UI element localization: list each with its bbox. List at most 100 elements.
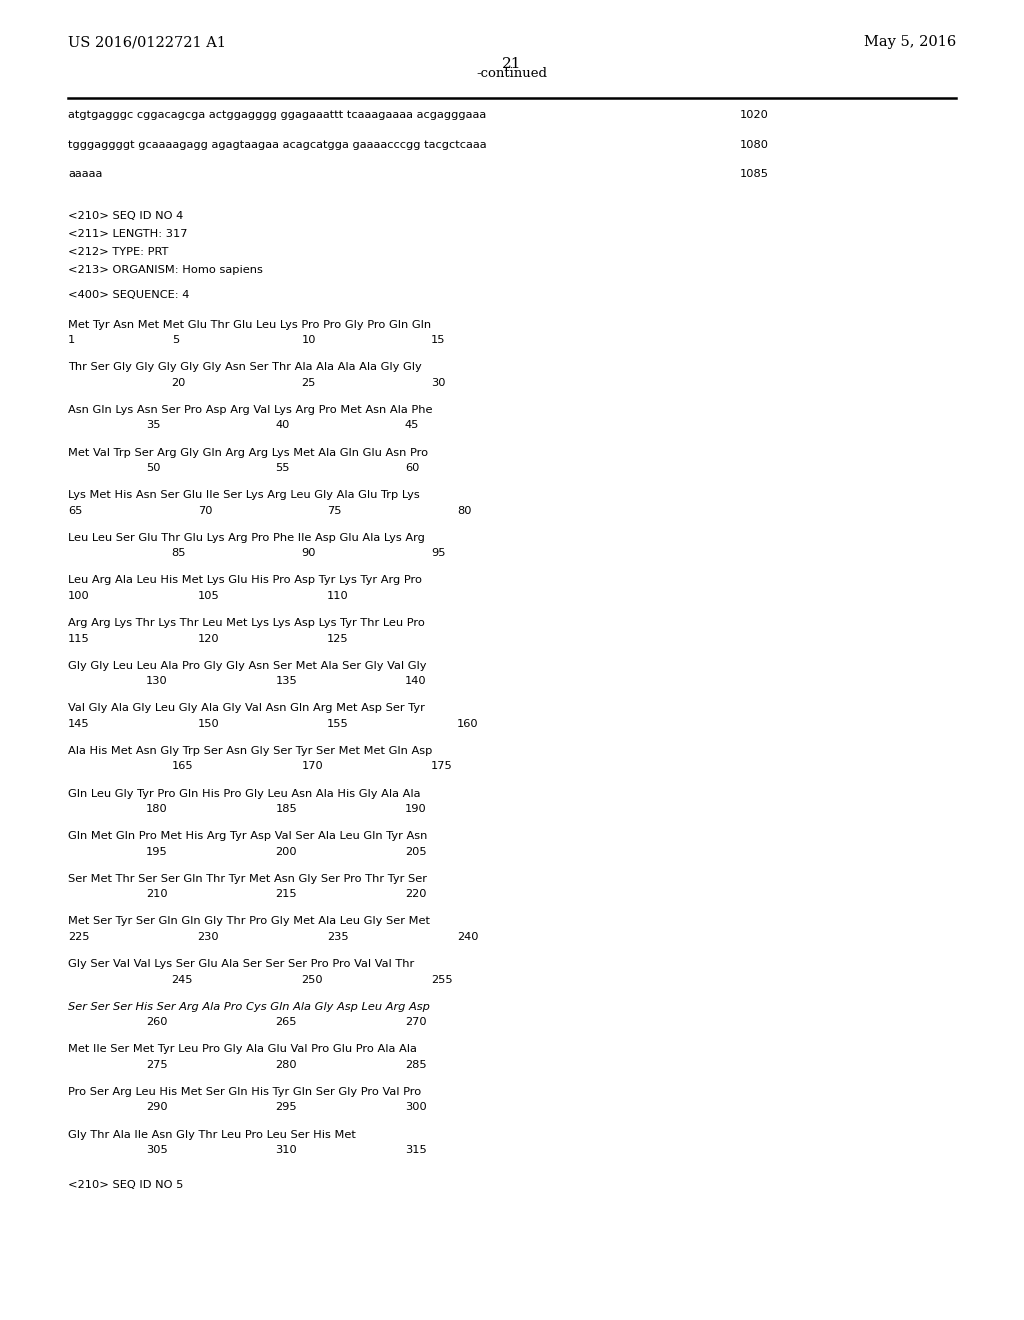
Text: 5: 5 [172,335,179,345]
Text: 240: 240 [457,932,478,942]
Text: Met Tyr Asn Met Met Glu Thr Glu Leu Lys Pro Pro Gly Pro Gln Gln: Met Tyr Asn Met Met Glu Thr Glu Leu Lys … [68,319,431,330]
Text: 75: 75 [328,506,342,516]
Text: 205: 205 [404,846,427,857]
Text: 1080: 1080 [740,140,769,150]
Text: 170: 170 [301,762,323,771]
Text: 110: 110 [328,591,349,601]
Text: <211> LENGTH: 317: <211> LENGTH: 317 [68,228,187,239]
Text: US 2016/0122721 A1: US 2016/0122721 A1 [68,36,226,49]
Text: 140: 140 [404,676,427,686]
Text: 255: 255 [431,974,453,985]
Text: 10: 10 [301,335,315,345]
Text: 220: 220 [404,890,426,899]
Text: 30: 30 [431,378,445,388]
Text: Ser Ser Ser His Ser Arg Ala Pro Cys Gln Ala Gly Asp Leu Arg Asp: Ser Ser Ser His Ser Arg Ala Pro Cys Gln … [68,1002,430,1011]
Text: 280: 280 [275,1060,297,1069]
Text: Ser Met Thr Ser Ser Gln Thr Tyr Met Asn Gly Ser Pro Thr Tyr Ser: Ser Met Thr Ser Ser Gln Thr Tyr Met Asn … [68,874,427,884]
Text: 25: 25 [301,378,315,388]
Text: 80: 80 [457,506,471,516]
Text: 235: 235 [328,932,349,942]
Text: 315: 315 [404,1144,427,1155]
Text: Thr Ser Gly Gly Gly Gly Gly Asn Ser Thr Ala Ala Ala Ala Gly Gly: Thr Ser Gly Gly Gly Gly Gly Asn Ser Thr … [68,362,422,372]
Text: 50: 50 [145,463,161,473]
Text: 155: 155 [328,719,349,729]
Text: Gly Ser Val Val Lys Ser Glu Ala Ser Ser Ser Pro Pro Val Val Thr: Gly Ser Val Val Lys Ser Glu Ala Ser Ser … [68,960,415,969]
Text: 270: 270 [404,1018,427,1027]
Text: 260: 260 [145,1018,167,1027]
Text: aaaaa: aaaaa [68,169,102,180]
Text: 180: 180 [145,804,168,814]
Text: 300: 300 [404,1102,427,1113]
Text: 150: 150 [198,719,219,729]
Text: <213> ORGANISM: Homo sapiens: <213> ORGANISM: Homo sapiens [68,264,263,275]
Text: Arg Arg Lys Thr Lys Thr Leu Met Lys Lys Asp Lys Tyr Thr Leu Pro: Arg Arg Lys Thr Lys Thr Leu Met Lys Lys … [68,618,425,628]
Text: Gln Leu Gly Tyr Pro Gln His Pro Gly Leu Asn Ala His Gly Ala Ala: Gln Leu Gly Tyr Pro Gln His Pro Gly Leu … [68,788,421,799]
Text: 15: 15 [431,335,445,345]
Text: tgggaggggt gcaaaagagg agagtaagaa acagcatgga gaaaacccgg tacgctcaaa: tgggaggggt gcaaaagagg agagtaagaa acagcat… [68,140,486,150]
Text: 250: 250 [301,974,323,985]
Text: 105: 105 [198,591,219,601]
Text: 125: 125 [328,634,349,644]
Text: 200: 200 [275,846,297,857]
Text: 65: 65 [68,506,82,516]
Text: Val Gly Ala Gly Leu Gly Ala Gly Val Asn Gln Arg Met Asp Ser Tyr: Val Gly Ala Gly Leu Gly Ala Gly Val Asn … [68,704,425,713]
Text: 35: 35 [145,420,161,430]
Text: <210> SEQ ID NO 5: <210> SEQ ID NO 5 [68,1180,183,1189]
Text: Gly Gly Leu Leu Ala Pro Gly Gly Asn Ser Met Ala Ser Gly Val Gly: Gly Gly Leu Leu Ala Pro Gly Gly Asn Ser … [68,660,427,671]
Text: 70: 70 [198,506,212,516]
Text: 275: 275 [145,1060,167,1069]
Text: 185: 185 [275,804,297,814]
Text: 285: 285 [404,1060,427,1069]
Text: -continued: -continued [476,67,548,81]
Text: 115: 115 [68,634,90,644]
Text: 120: 120 [198,634,219,644]
Text: Asn Gln Lys Asn Ser Pro Asp Arg Val Lys Arg Pro Met Asn Ala Phe: Asn Gln Lys Asn Ser Pro Asp Arg Val Lys … [68,405,432,414]
Text: 175: 175 [431,762,453,771]
Text: 100: 100 [68,591,90,601]
Text: 85: 85 [172,548,186,558]
Text: Leu Arg Ala Leu His Met Lys Glu His Pro Asp Tyr Lys Tyr Arg Pro: Leu Arg Ala Leu His Met Lys Glu His Pro … [68,576,422,585]
Text: <210> SEQ ID NO 4: <210> SEQ ID NO 4 [68,211,183,222]
Text: Gln Met Gln Pro Met His Arg Tyr Asp Val Ser Ala Leu Gln Tyr Asn: Gln Met Gln Pro Met His Arg Tyr Asp Val … [68,832,427,841]
Text: 195: 195 [145,846,168,857]
Text: 225: 225 [68,932,89,942]
Text: atgtgagggc cggacagcga actggagggg ggagaaattt tcaaagaaaa acgagggaaa: atgtgagggc cggacagcga actggagggg ggagaaa… [68,111,486,120]
Text: 295: 295 [275,1102,297,1113]
Text: Pro Ser Arg Leu His Met Ser Gln His Tyr Gln Ser Gly Pro Val Pro: Pro Ser Arg Leu His Met Ser Gln His Tyr … [68,1086,421,1097]
Text: Gly Thr Ala Ile Asn Gly Thr Leu Pro Leu Ser His Met: Gly Thr Ala Ile Asn Gly Thr Leu Pro Leu … [68,1130,356,1139]
Text: 21: 21 [502,57,522,71]
Text: 290: 290 [145,1102,167,1113]
Text: 1: 1 [68,335,75,345]
Text: 95: 95 [431,548,445,558]
Text: 160: 160 [457,719,478,729]
Text: 245: 245 [172,974,194,985]
Text: 305: 305 [145,1144,168,1155]
Text: Lys Met His Asn Ser Glu Ile Ser Lys Arg Leu Gly Ala Glu Trp Lys: Lys Met His Asn Ser Glu Ile Ser Lys Arg … [68,490,420,500]
Text: Met Val Trp Ser Arg Gly Gln Arg Arg Lys Met Ala Gln Glu Asn Pro: Met Val Trp Ser Arg Gly Gln Arg Arg Lys … [68,447,428,458]
Text: 1085: 1085 [740,169,769,180]
Text: 45: 45 [404,420,420,430]
Text: 310: 310 [275,1144,297,1155]
Text: 40: 40 [275,420,290,430]
Text: 1020: 1020 [740,111,769,120]
Text: May 5, 2016: May 5, 2016 [864,36,956,49]
Text: 230: 230 [198,932,219,942]
Text: 190: 190 [404,804,427,814]
Text: 135: 135 [275,676,297,686]
Text: 265: 265 [275,1018,297,1027]
Text: 20: 20 [172,378,186,388]
Text: 165: 165 [172,762,194,771]
Text: <212> TYPE: PRT: <212> TYPE: PRT [68,247,168,257]
Text: 145: 145 [68,719,90,729]
Text: 215: 215 [275,890,297,899]
Text: 210: 210 [145,890,167,899]
Text: Met Ser Tyr Ser Gln Gln Gly Thr Pro Gly Met Ala Leu Gly Ser Met: Met Ser Tyr Ser Gln Gln Gly Thr Pro Gly … [68,916,430,927]
Text: Ala His Met Asn Gly Trp Ser Asn Gly Ser Tyr Ser Met Met Gln Asp: Ala His Met Asn Gly Trp Ser Asn Gly Ser … [68,746,432,756]
Text: Met Ile Ser Met Tyr Leu Pro Gly Ala Glu Val Pro Glu Pro Ala Ala: Met Ile Ser Met Tyr Leu Pro Gly Ala Glu … [68,1044,417,1055]
Text: 60: 60 [404,463,420,473]
Text: 130: 130 [145,676,168,686]
Text: 90: 90 [301,548,315,558]
Text: Leu Leu Ser Glu Thr Glu Lys Arg Pro Phe Ile Asp Glu Ala Lys Arg: Leu Leu Ser Glu Thr Glu Lys Arg Pro Phe … [68,533,425,543]
Text: <400> SEQUENCE: 4: <400> SEQUENCE: 4 [68,290,189,300]
Text: 55: 55 [275,463,290,473]
